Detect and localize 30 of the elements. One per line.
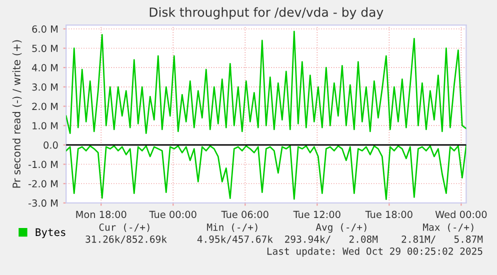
y-tick-label: -3.0 M — [28, 199, 58, 207]
y-tick-label: 3.0 M — [32, 83, 58, 91]
text: 293.94k/ 2.08M — [285, 235, 378, 244]
y-tick-label: 0.0 — [44, 141, 58, 149]
chart-title: Disk throughput for /dev/vda - by day — [150, 7, 384, 20]
text: Avg (-/+) — [316, 223, 366, 233]
y-axis-title: Pr second read (-) / write (+) — [12, 40, 22, 188]
y-tick-label: 6.0 M — [32, 25, 58, 33]
text: Min (-/+) — [207, 223, 258, 232]
y-tick-label: -2.0 M — [28, 180, 58, 188]
text: 2.81M/ 5.87M — [402, 235, 483, 244]
y-tick-label: 4.0 M — [32, 64, 58, 72]
text: Last update: Wed Oct 29 00:25:02 2025 — [267, 247, 482, 257]
x-tick-label: Tue 12:00 — [293, 210, 340, 218]
x-tick-label: Tue 00:00 — [149, 210, 196, 218]
text: 4.95k/457.67k — [197, 235, 273, 244]
y-tick-label: 1.0 M — [32, 122, 58, 130]
text: Max (-/+) — [423, 223, 474, 232]
x-tick-label: Tue 18:00 — [365, 210, 412, 218]
text: 31.26k/852.69k — [86, 235, 167, 244]
text: Cur (-/+) — [99, 223, 150, 232]
line-series — [66, 144, 466, 200]
legend-label: Bytes — [36, 228, 66, 238]
y-tick-label: 2.0 M — [32, 102, 58, 110]
x-tick-label: Tue 06:00 — [221, 210, 268, 218]
x-tick-label: Mon 18:00 — [76, 210, 126, 218]
x-tick-label: Wed 00:00 — [435, 210, 487, 218]
line-series — [66, 30, 466, 134]
y-tick-label: 5.0 M — [32, 44, 58, 52]
y-tick-label: -1.0 M — [28, 160, 58, 168]
